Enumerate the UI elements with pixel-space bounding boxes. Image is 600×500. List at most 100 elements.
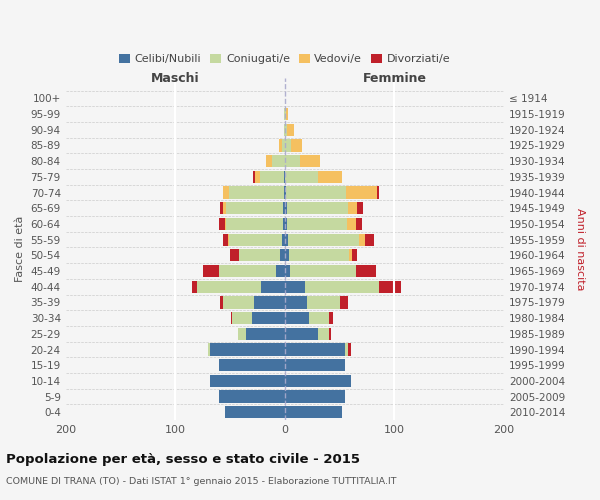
Bar <box>226 202 283 214</box>
Bar <box>340 296 349 308</box>
Bar <box>287 202 349 214</box>
Bar <box>220 296 223 308</box>
Bar <box>260 170 284 183</box>
Bar <box>266 155 272 168</box>
Bar <box>349 249 352 262</box>
Bar <box>191 280 197 293</box>
Bar <box>349 344 350 355</box>
Bar <box>223 234 228 245</box>
Bar <box>285 124 287 136</box>
Bar <box>347 218 356 230</box>
Bar <box>285 155 300 168</box>
Bar <box>285 344 345 355</box>
Bar <box>288 234 359 245</box>
Bar <box>281 140 285 151</box>
Bar <box>230 249 239 262</box>
Bar <box>276 265 285 277</box>
Bar <box>219 218 224 230</box>
Bar <box>272 155 285 168</box>
Text: Popolazione per età, sesso e stato civile - 2015: Popolazione per età, sesso e stato civil… <box>6 452 360 466</box>
Bar <box>203 265 219 277</box>
Bar <box>285 234 288 245</box>
Bar <box>284 170 285 183</box>
Bar <box>356 218 362 230</box>
Bar <box>317 170 342 183</box>
Bar <box>281 234 285 245</box>
Bar <box>284 108 285 120</box>
Bar <box>283 218 285 230</box>
Bar <box>219 359 285 372</box>
Bar <box>255 170 260 183</box>
Bar <box>280 140 281 151</box>
Bar <box>285 170 317 183</box>
Bar <box>229 234 281 245</box>
Y-axis label: Fasce di età: Fasce di età <box>15 216 25 282</box>
Bar <box>284 124 285 136</box>
Bar <box>232 312 252 324</box>
Bar <box>285 186 286 198</box>
Bar <box>379 280 401 293</box>
Bar <box>309 312 329 324</box>
Bar <box>377 186 379 198</box>
Bar <box>285 280 305 293</box>
Bar <box>349 202 357 214</box>
Bar <box>317 328 329 340</box>
Bar <box>356 265 376 277</box>
Text: Femmine: Femmine <box>362 72 427 85</box>
Bar <box>210 344 285 355</box>
Bar <box>329 328 331 340</box>
Bar <box>352 249 357 262</box>
Bar <box>285 296 307 308</box>
Bar <box>224 218 226 230</box>
Bar <box>285 140 292 151</box>
Bar <box>252 312 285 324</box>
Text: Maschi: Maschi <box>151 72 200 85</box>
Bar <box>290 265 356 277</box>
Bar <box>284 186 285 198</box>
Bar <box>280 249 285 262</box>
Bar <box>224 406 285 418</box>
Bar <box>286 108 288 120</box>
Bar <box>285 390 345 402</box>
Bar <box>210 375 285 387</box>
Bar <box>285 328 317 340</box>
Bar <box>329 312 333 324</box>
Bar <box>346 186 377 198</box>
Bar <box>220 202 223 214</box>
Bar <box>229 186 284 198</box>
Bar <box>219 265 276 277</box>
Bar <box>285 375 350 387</box>
Bar <box>239 249 280 262</box>
Y-axis label: Anni di nascita: Anni di nascita <box>575 208 585 290</box>
Bar <box>285 406 342 418</box>
Bar <box>228 234 229 245</box>
Bar <box>283 202 285 214</box>
Bar <box>365 234 374 245</box>
Bar <box>226 218 283 230</box>
Bar <box>285 312 309 324</box>
Bar <box>287 124 293 136</box>
Bar <box>359 234 365 245</box>
Bar <box>223 296 254 308</box>
Bar <box>307 296 340 308</box>
Bar <box>289 249 349 262</box>
Bar <box>285 202 287 214</box>
Bar <box>219 390 285 402</box>
Bar <box>357 202 362 214</box>
Bar <box>238 328 247 340</box>
Text: COMUNE DI TRANA (TO) - Dati ISTAT 1° gennaio 2015 - Elaborazione TUTTITALIA.IT: COMUNE DI TRANA (TO) - Dati ISTAT 1° gen… <box>6 477 397 486</box>
Bar <box>261 280 285 293</box>
Bar <box>197 280 261 293</box>
Bar <box>305 280 379 293</box>
Bar <box>253 170 255 183</box>
Bar <box>285 265 290 277</box>
Bar <box>285 359 345 372</box>
Bar <box>285 108 286 120</box>
Bar <box>231 312 232 324</box>
Bar <box>208 344 210 355</box>
Bar <box>247 328 285 340</box>
Bar <box>287 218 347 230</box>
Bar <box>285 218 287 230</box>
Bar <box>345 344 349 355</box>
Bar <box>223 202 226 214</box>
